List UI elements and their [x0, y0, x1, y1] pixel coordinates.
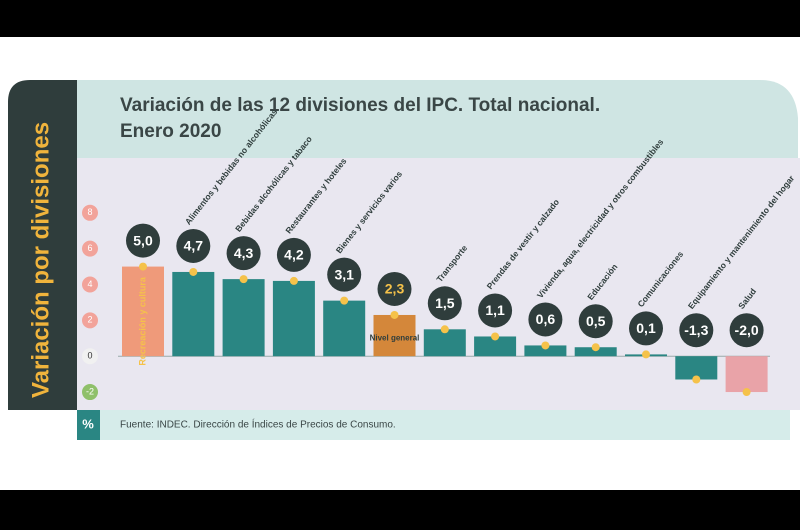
value-bubble: [679, 313, 714, 348]
y-tick-label: 2: [87, 315, 92, 325]
bar-tip-dot: [390, 310, 399, 319]
bar: [373, 314, 416, 357]
source-note: Fuente: INDEC. Dirección de Índices de P…: [120, 418, 396, 431]
bar: [222, 279, 265, 357]
bar: [423, 329, 466, 357]
bar-tip-dot: [591, 343, 600, 352]
bar-tip-dot: [692, 375, 701, 384]
value-bubble: [226, 236, 261, 271]
value-label: 1,1: [485, 302, 505, 318]
unit-label: %: [82, 416, 94, 431]
chart-title: Variación de las 12 divisiones del IPC. …: [120, 95, 600, 116]
bar: [725, 356, 768, 393]
bar-tip-dot: [491, 332, 500, 341]
y-tick-label: 8: [87, 207, 92, 217]
value-label: 0,1: [636, 320, 656, 336]
top-band: [0, 0, 800, 37]
value-bubble: [327, 257, 362, 292]
y-tick-label: 6: [87, 243, 92, 253]
y-tick-marker: [82, 276, 98, 293]
bar-tip-dot: [541, 341, 550, 350]
value-label: -2,0: [735, 322, 759, 338]
value-bubble: [629, 311, 663, 346]
header-panel: [77, 80, 798, 158]
category-label: Recreación y cultura: [137, 276, 147, 366]
bar: [172, 271, 215, 357]
side-title: Variación por divisiones: [27, 122, 54, 398]
side-panel: [8, 80, 77, 410]
y-tick-marker: [82, 384, 98, 401]
y-tick-label: 0: [87, 351, 92, 361]
value-label: 1,5: [435, 295, 455, 311]
value-label: 2,3: [385, 281, 405, 297]
bottom-band: [0, 490, 800, 530]
value-bubble: [478, 293, 513, 328]
value-bubble: [578, 304, 613, 339]
value-label: 4,7: [184, 238, 204, 254]
y-tick-marker: [82, 312, 98, 329]
value-label: 4,2: [284, 247, 304, 263]
bar: [675, 356, 718, 380]
value-bubble: [729, 313, 764, 348]
bar-tip-dot: [139, 262, 147, 271]
bar-tip-dot: [642, 350, 650, 359]
value-bubble: [176, 228, 211, 263]
value-label: 0,5: [586, 313, 606, 329]
value-label: 0,6: [536, 311, 556, 327]
y-tick-label: 4: [87, 279, 92, 289]
y-tick-label: -2: [86, 386, 94, 396]
bar-tip-dot: [289, 276, 298, 285]
unit-box: [77, 410, 100, 440]
bar-tip-dot: [239, 275, 248, 284]
value-bubble: [427, 286, 462, 321]
y-tick-marker: [82, 348, 98, 365]
bar: [323, 300, 366, 357]
y-tick-marker: [82, 204, 98, 221]
value-label: 5,0: [133, 232, 153, 248]
value-bubble: [528, 302, 563, 337]
value-bubble: [377, 271, 412, 306]
bar-tip-dot: [189, 267, 198, 276]
value-label: 3,1: [334, 266, 354, 282]
bar: [474, 336, 517, 357]
bar: [272, 280, 315, 357]
chart-subtitle: Enero 2020: [120, 121, 221, 142]
bar: [524, 345, 567, 357]
bar-tip-dot: [340, 296, 349, 305]
value-bubble: [126, 223, 160, 258]
y-tick-marker: [82, 240, 98, 257]
bar: [574, 347, 617, 357]
value-label: -1,3: [684, 322, 708, 338]
footer-panel: [100, 410, 790, 440]
value-label: 4,3: [234, 245, 254, 261]
bar-tip-dot: [742, 388, 751, 397]
category-label: Nivel general: [370, 334, 420, 343]
bar-tip-dot: [440, 325, 449, 334]
bar: [122, 266, 164, 357]
value-bubble: [276, 237, 311, 272]
